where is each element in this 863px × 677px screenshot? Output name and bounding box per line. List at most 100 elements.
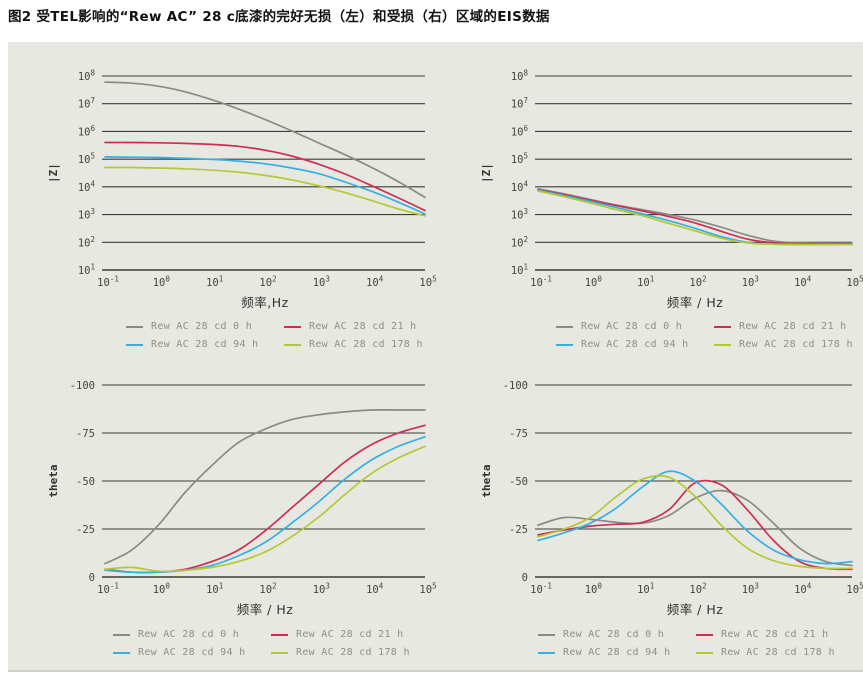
y-tick-label: 105 bbox=[78, 152, 95, 167]
x-tick-label: 10-1 bbox=[97, 582, 119, 597]
y-tick-label: -25 bbox=[509, 524, 528, 536]
y-tick-label: 103 bbox=[78, 207, 95, 222]
legend-swatch-94h bbox=[538, 651, 555, 654]
curve-94h bbox=[537, 470, 853, 565]
y-tick-label: -100 bbox=[503, 380, 528, 392]
curve-0h bbox=[537, 489, 853, 567]
curve-21h bbox=[104, 141, 426, 212]
legend-swatch-94h bbox=[126, 343, 143, 346]
curve-21h bbox=[537, 479, 853, 571]
y-tick-label: -75 bbox=[509, 428, 528, 440]
legend-item-0h: Rew AC 28 cd 0 h bbox=[556, 320, 714, 333]
legend-swatch-178h bbox=[714, 343, 731, 346]
x-tick-label: 104 bbox=[366, 275, 384, 290]
legend-swatch-178h bbox=[271, 651, 288, 654]
y-tick-label: 105 bbox=[511, 152, 528, 167]
legend-swatch-0h bbox=[113, 633, 130, 636]
x-tick-label: 104 bbox=[794, 582, 812, 597]
legend-item-0h: Rew AC 28 cd 0 h bbox=[538, 628, 696, 641]
legend-label-94h: Rew AC 28 cd 94 h bbox=[138, 647, 246, 658]
curve-0h bbox=[537, 187, 853, 245]
figure-title: 图2 受TEL影响的“Rew AC” 28 c底漆的完好无损（左）和受损（右）区… bbox=[8, 9, 550, 25]
legend-item-94h: Rew AC 28 cd 94 h bbox=[538, 646, 696, 659]
legend-item-94h: Rew AC 28 cd 94 h bbox=[113, 646, 271, 659]
legend-label-94h: Rew AC 28 cd 94 h bbox=[151, 339, 259, 350]
y-tick-label: 104 bbox=[78, 179, 96, 194]
legend-label-21h: Rew AC 28 cd 21 h bbox=[721, 629, 829, 640]
legend-swatch-21h bbox=[271, 633, 288, 636]
legend-swatch-94h bbox=[113, 651, 130, 654]
legend-label-0h: Rew AC 28 cd 0 h bbox=[581, 321, 683, 332]
legend-label-21h: Rew AC 28 cd 21 h bbox=[739, 321, 847, 332]
legend-impedance-intact: Rew AC 28 cd 0 h Rew AC 28 cd 21 h Rew AC … bbox=[126, 320, 454, 351]
chart-impedance-damaged: 101 102 103 104 105 106 107 108 10-1 100 101 102 103… bbox=[480, 69, 863, 311]
x-tick-label: 10-1 bbox=[530, 275, 552, 290]
legend-label-178h: Rew AC 28 cd 178 h bbox=[721, 647, 835, 658]
legend-swatch-0h bbox=[126, 325, 143, 328]
legend-item-178h: Rew AC 28 cd 178 h bbox=[714, 338, 863, 351]
x-axis-title: 频率 / Hz bbox=[667, 602, 724, 617]
legend-item-178h: Rew AC 28 cd 178 h bbox=[271, 646, 441, 659]
legend-swatch-0h bbox=[538, 633, 555, 636]
legend-swatch-178h bbox=[696, 651, 713, 654]
legend-label-0h: Rew AC 28 cd 0 h bbox=[563, 629, 665, 640]
curve-178h bbox=[537, 190, 853, 246]
y-axis-title: theta bbox=[47, 464, 60, 497]
curve-94h bbox=[104, 435, 426, 574]
legend-item-21h: Rew AC 28 cd 21 h bbox=[271, 628, 441, 641]
curve-21h bbox=[104, 424, 426, 574]
x-tick-label: 100 bbox=[153, 582, 171, 597]
legend-phase-damaged: Rew AC 28 cd 0 h Rew AC 28 cd 21 h Rew AC … bbox=[538, 628, 863, 659]
legend-label-94h: Rew AC 28 cd 94 h bbox=[563, 647, 671, 658]
x-tick-label: 101 bbox=[206, 582, 223, 597]
legend-swatch-21h bbox=[714, 325, 731, 328]
y-tick-label: 102 bbox=[511, 235, 528, 250]
x-tick-label: 104 bbox=[366, 582, 384, 597]
legend-item-21h: Rew AC 28 cd 21 h bbox=[696, 628, 863, 641]
x-tick-label: 105 bbox=[846, 582, 863, 597]
legend-item-94h: Rew AC 28 cd 94 h bbox=[126, 338, 284, 351]
legend-swatch-94h bbox=[556, 343, 573, 346]
x-axis-title: 频率,Hz bbox=[241, 295, 288, 310]
legend-item-0h: Rew AC 28 cd 0 h bbox=[126, 320, 284, 333]
legend-label-21h: Rew AC 28 cd 21 h bbox=[296, 629, 404, 640]
curve-178h bbox=[104, 445, 426, 573]
legend-item-94h: Rew AC 28 cd 94 h bbox=[556, 338, 714, 351]
y-tick-label: 107 bbox=[78, 96, 95, 111]
x-tick-label: 100 bbox=[153, 275, 171, 290]
y-tick-label: 0 bbox=[89, 572, 95, 584]
legend-label-178h: Rew AC 28 cd 178 h bbox=[309, 339, 423, 350]
y-axis-title: |Z| bbox=[47, 163, 60, 183]
legend-swatch-0h bbox=[556, 325, 573, 328]
legend-item-21h: Rew AC 28 cd 21 h bbox=[714, 320, 863, 333]
legend-label-178h: Rew AC 28 cd 178 h bbox=[739, 339, 853, 350]
y-tick-label: 103 bbox=[511, 207, 528, 222]
y-tick-label: 106 bbox=[78, 124, 96, 139]
x-tick-label: 100 bbox=[585, 275, 603, 290]
y-tick-label: -100 bbox=[70, 380, 95, 392]
y-tick-label: 0 bbox=[522, 572, 528, 584]
x-tick-label: 102 bbox=[259, 582, 276, 597]
legend-item-21h: Rew AC 28 cd 21 h bbox=[284, 320, 454, 333]
legend-swatch-21h bbox=[696, 633, 713, 636]
y-tick-label: -25 bbox=[76, 524, 95, 536]
x-tick-label: 10-1 bbox=[530, 582, 552, 597]
legend-phase-intact: Rew AC 28 cd 0 h Rew AC 28 cd 21 h Rew AC … bbox=[113, 628, 441, 659]
x-tick-label: 101 bbox=[637, 275, 654, 290]
y-tick-label: -50 bbox=[509, 476, 528, 488]
legend-item-178h: Rew AC 28 cd 178 h bbox=[284, 338, 454, 351]
x-tick-label: 10-1 bbox=[97, 275, 119, 290]
curve-0h bbox=[104, 408, 426, 565]
legend-item-178h: Rew AC 28 cd 178 h bbox=[696, 646, 863, 659]
chart-impedance-intact: 101 102 103 104 105 106 107 108 10-1 100 101 102 103… bbox=[47, 69, 437, 311]
y-tick-label: 107 bbox=[511, 96, 528, 111]
x-tick-label: 103 bbox=[742, 582, 759, 597]
legend-label-0h: Rew AC 28 cd 0 h bbox=[138, 629, 240, 640]
x-tick-label: 102 bbox=[259, 275, 276, 290]
x-tick-label: 105 bbox=[419, 275, 436, 290]
y-tick-label: 106 bbox=[511, 124, 529, 139]
x-tick-label: 100 bbox=[585, 582, 603, 597]
y-axis-title: theta bbox=[480, 464, 493, 497]
curve-178h bbox=[537, 474, 853, 570]
x-tick-label: 101 bbox=[206, 275, 223, 290]
